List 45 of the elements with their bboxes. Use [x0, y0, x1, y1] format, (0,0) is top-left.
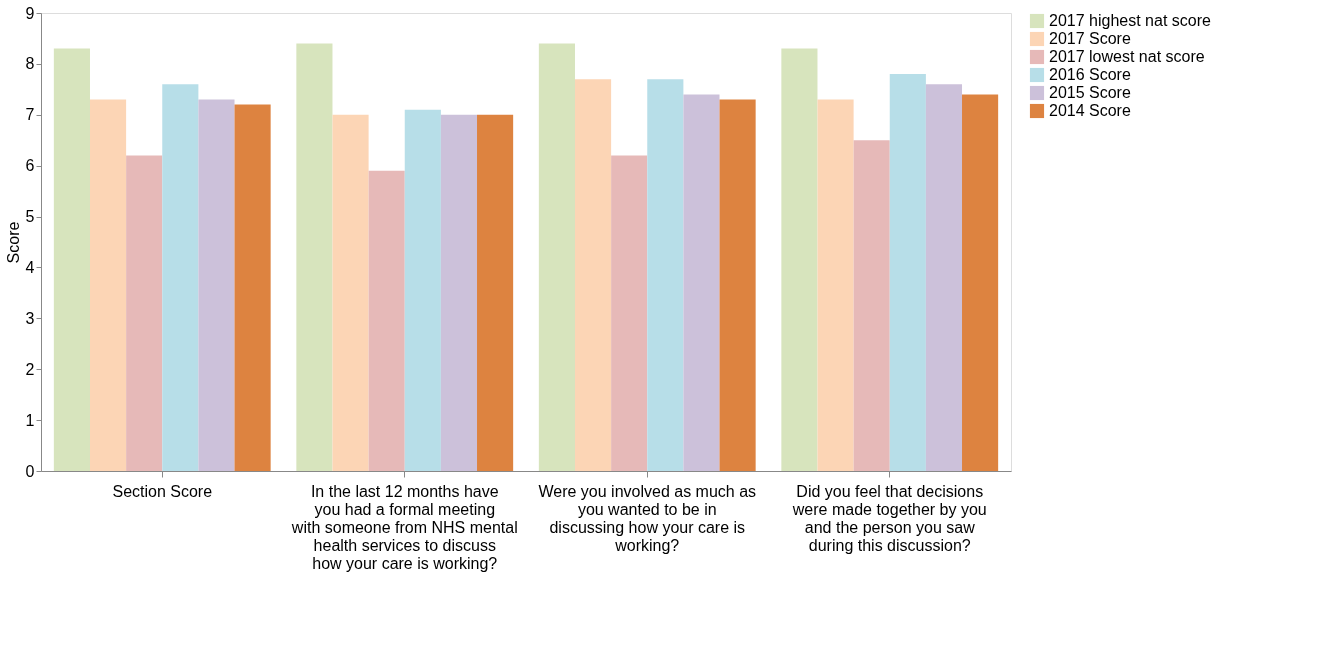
legend-label: 2016 Score	[1049, 66, 1131, 83]
bar	[404, 109, 441, 471]
legend-label: 2017 Score	[1049, 30, 1131, 47]
y-tick-label: 9	[25, 4, 35, 22]
bar	[647, 79, 684, 471]
bar	[126, 155, 163, 471]
y-tick-label: 3	[25, 309, 35, 327]
bar	[477, 114, 514, 471]
y-tick-label: 4	[25, 258, 35, 276]
legend-label: 2015 Score	[1049, 84, 1131, 101]
bar	[817, 99, 854, 471]
bar	[368, 170, 405, 471]
y-tick-label: 0	[25, 462, 35, 480]
legend-label: 2014 Score	[1049, 102, 1131, 119]
bar	[889, 74, 926, 471]
y-tick-label: 8	[25, 55, 35, 73]
legend-label: 2017 highest nat score	[1049, 12, 1211, 29]
bar	[538, 43, 575, 471]
bar	[925, 84, 963, 471]
x-tick-label: Did you feel that decisions were made together by you and the person you saw during this discussion?	[791, 482, 987, 554]
bar	[719, 99, 756, 471]
bar	[440, 114, 478, 471]
bar	[574, 79, 612, 471]
bar	[332, 114, 369, 471]
bar	[683, 94, 720, 471]
bar	[962, 94, 999, 471]
x-tick-label: Were you involved as much as you wanted to be in discussing how your care is working?	[538, 482, 757, 554]
x-tick-label: Section Score	[112, 482, 213, 500]
y-tick-label: 5	[25, 208, 35, 226]
legend-label: 2017 lowest nat score	[1049, 48, 1205, 65]
bar	[162, 84, 199, 471]
y-tick-label: 2	[25, 360, 35, 378]
bar	[89, 99, 127, 471]
y-tick-label: 6	[25, 157, 35, 175]
bar	[234, 104, 271, 471]
x-tick-label: In the last 12 months have you had a formal meeting with someone from NHS mental health services to discuss how your care is working?	[290, 482, 518, 572]
y-axis-title: Score	[4, 221, 22, 264]
bar	[53, 48, 90, 471]
bar	[853, 140, 890, 471]
bar	[611, 155, 648, 471]
bar	[781, 48, 818, 471]
y-tick-label: 1	[25, 411, 35, 429]
y-tick-label: 7	[25, 106, 35, 124]
bar	[296, 43, 333, 471]
bar	[198, 99, 235, 471]
